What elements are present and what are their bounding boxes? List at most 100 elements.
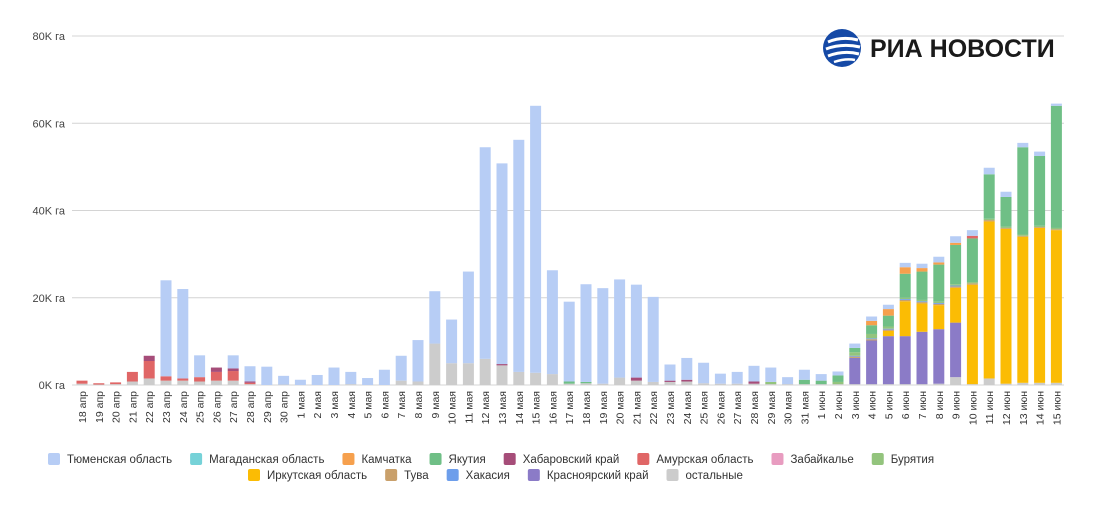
bar-segment xyxy=(227,371,239,381)
bar-segment xyxy=(395,380,407,385)
bar-segment xyxy=(815,380,827,385)
bar-segment xyxy=(278,375,290,385)
x-tick-label: 27 мая xyxy=(732,391,744,424)
ria-novosti-logo: РИА НОВОСТИ xyxy=(823,29,1055,67)
bar-segment xyxy=(597,383,609,385)
bar-segment xyxy=(210,380,222,385)
bar-segment xyxy=(983,221,995,379)
legend-label: Иркутская область xyxy=(267,470,367,482)
bar-segment xyxy=(143,361,155,379)
legend-label: Амурская область xyxy=(656,454,753,466)
bar-segment xyxy=(933,301,945,303)
bar-segment xyxy=(496,365,508,385)
x-tick-label: 20 апр xyxy=(111,391,123,423)
x-tick-label: 13 мая xyxy=(497,391,509,424)
x-tick-label: 24 мая xyxy=(682,391,694,424)
x-tick-label: 12 мая xyxy=(480,391,492,424)
x-tick-label: 12 июн xyxy=(1001,391,1013,425)
bar-segment xyxy=(731,371,743,384)
bar-segment xyxy=(966,384,978,385)
legend-item: Тюменская область xyxy=(48,453,172,466)
ria-globe-logo-icon xyxy=(823,29,861,67)
x-tick-label: 23 мая xyxy=(665,391,677,424)
bar-segment xyxy=(950,285,962,287)
bar-segment xyxy=(933,305,945,330)
bar-segment xyxy=(765,367,777,382)
bar-segment xyxy=(950,244,962,285)
x-tick-label: 4 мая xyxy=(346,391,358,419)
legend-item: Бурятия xyxy=(871,453,934,466)
bar-segment xyxy=(798,384,810,385)
legend-item: остальные xyxy=(666,469,743,482)
bar-segment xyxy=(1000,227,1012,229)
bar-segment xyxy=(899,297,911,300)
bar-segment xyxy=(849,356,861,358)
legend-swatch xyxy=(527,469,540,481)
bar-segment xyxy=(966,284,978,385)
x-tick-label: 6 июн xyxy=(900,391,912,419)
bar-segment xyxy=(647,296,659,382)
x-tick-label: 11 мая xyxy=(463,391,475,424)
bar-segment xyxy=(916,331,928,385)
bar-segment xyxy=(546,270,558,375)
bar-segment xyxy=(950,286,962,288)
bar-segment xyxy=(899,299,911,300)
x-tick-label: 19 апр xyxy=(94,391,106,423)
legend: Тюменская область Магаданская область Камч… xyxy=(48,453,934,482)
bar-segment xyxy=(866,316,878,321)
bar-segment xyxy=(782,377,794,385)
bar-segment xyxy=(412,340,424,382)
bar-segment xyxy=(1050,230,1062,383)
bar-segment xyxy=(815,374,827,381)
x-tick-label: 8 июн xyxy=(934,391,946,419)
bar-segment xyxy=(1034,382,1046,385)
x-tick-label: 23 апр xyxy=(161,391,173,423)
bar-segment xyxy=(429,343,441,385)
bar-segment xyxy=(647,381,659,385)
bar-segment xyxy=(227,368,239,372)
bar-segment xyxy=(1000,228,1012,384)
bar-segment xyxy=(126,371,138,382)
x-tick-label: 20 мая xyxy=(615,391,627,424)
bar-segment xyxy=(765,381,777,385)
bar-segment xyxy=(244,366,256,382)
bar-segment xyxy=(899,301,911,337)
bar-segment xyxy=(563,383,575,385)
bar-segment xyxy=(479,147,491,359)
x-tick-label: 8 мая xyxy=(413,391,425,419)
bar-segment xyxy=(664,380,676,382)
x-tick-label: 6 мая xyxy=(379,391,391,419)
y-tick-label: 0K га xyxy=(39,380,66,392)
x-tick-label: 26 мая xyxy=(715,391,727,424)
bar-segment xyxy=(177,380,189,385)
bar-segment xyxy=(899,273,911,298)
bar-segment xyxy=(328,367,340,385)
bar-segment xyxy=(866,333,878,339)
bar-segment xyxy=(916,303,928,332)
bar-segment xyxy=(916,301,928,303)
bar-segment xyxy=(1017,147,1029,235)
x-tick-label: 1 мая xyxy=(295,391,307,419)
legend-item: Красноярский край xyxy=(527,469,649,482)
bar-segment xyxy=(748,365,760,382)
bar-segment xyxy=(798,369,810,380)
bar-segment xyxy=(882,315,894,327)
x-tick-label: 30 мая xyxy=(783,391,795,424)
bar-segment xyxy=(950,377,962,385)
legend-item: Камчатка xyxy=(342,453,412,466)
legend-swatch xyxy=(666,469,679,481)
bar-segment xyxy=(76,380,88,384)
bar-segment xyxy=(866,384,878,385)
bar-segment xyxy=(1000,196,1012,227)
bar-segment xyxy=(412,381,424,385)
bar-segment xyxy=(899,267,911,274)
bar-segment xyxy=(966,235,978,239)
bar-segment xyxy=(429,291,441,344)
bar-segment xyxy=(681,381,693,385)
bar-segment xyxy=(93,383,105,385)
bar-segment xyxy=(698,362,710,384)
bar-segment xyxy=(849,384,861,385)
x-tick-label: 25 апр xyxy=(195,391,207,423)
bar-segment xyxy=(916,384,928,385)
legend-item: Тува xyxy=(385,469,429,482)
